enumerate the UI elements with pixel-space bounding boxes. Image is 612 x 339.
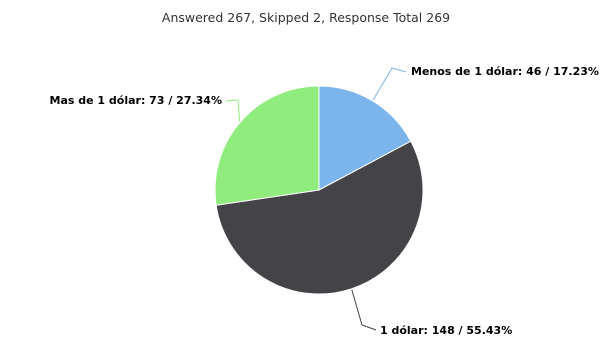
label-connector-2 — [225, 99, 240, 122]
slice-label-0: Menos de 1 dólar: 46 / 17.23% — [411, 65, 599, 78]
pie-slice-2[interactable] — [214, 85, 320, 206]
label-connector-0 — [372, 67, 407, 101]
slice-labels: Menos de 1 dólar: 46 / 17.23% 1 dólar: 14… — [50, 65, 599, 337]
label-connectors — [225, 67, 407, 331]
label-connector-1 — [351, 289, 377, 331]
pie-slices — [214, 85, 424, 295]
pie-slice-0[interactable] — [318, 85, 412, 191]
chart-subtitle: Answered 267, Skipped 2, Response Total … — [162, 10, 450, 25]
slice-label-1: 1 dólar: 148 / 55.43% — [380, 324, 512, 337]
slice-label-2: Mas de 1 dólar: 73 / 27.34% — [50, 94, 222, 107]
pie-slice-1[interactable] — [215, 140, 424, 295]
